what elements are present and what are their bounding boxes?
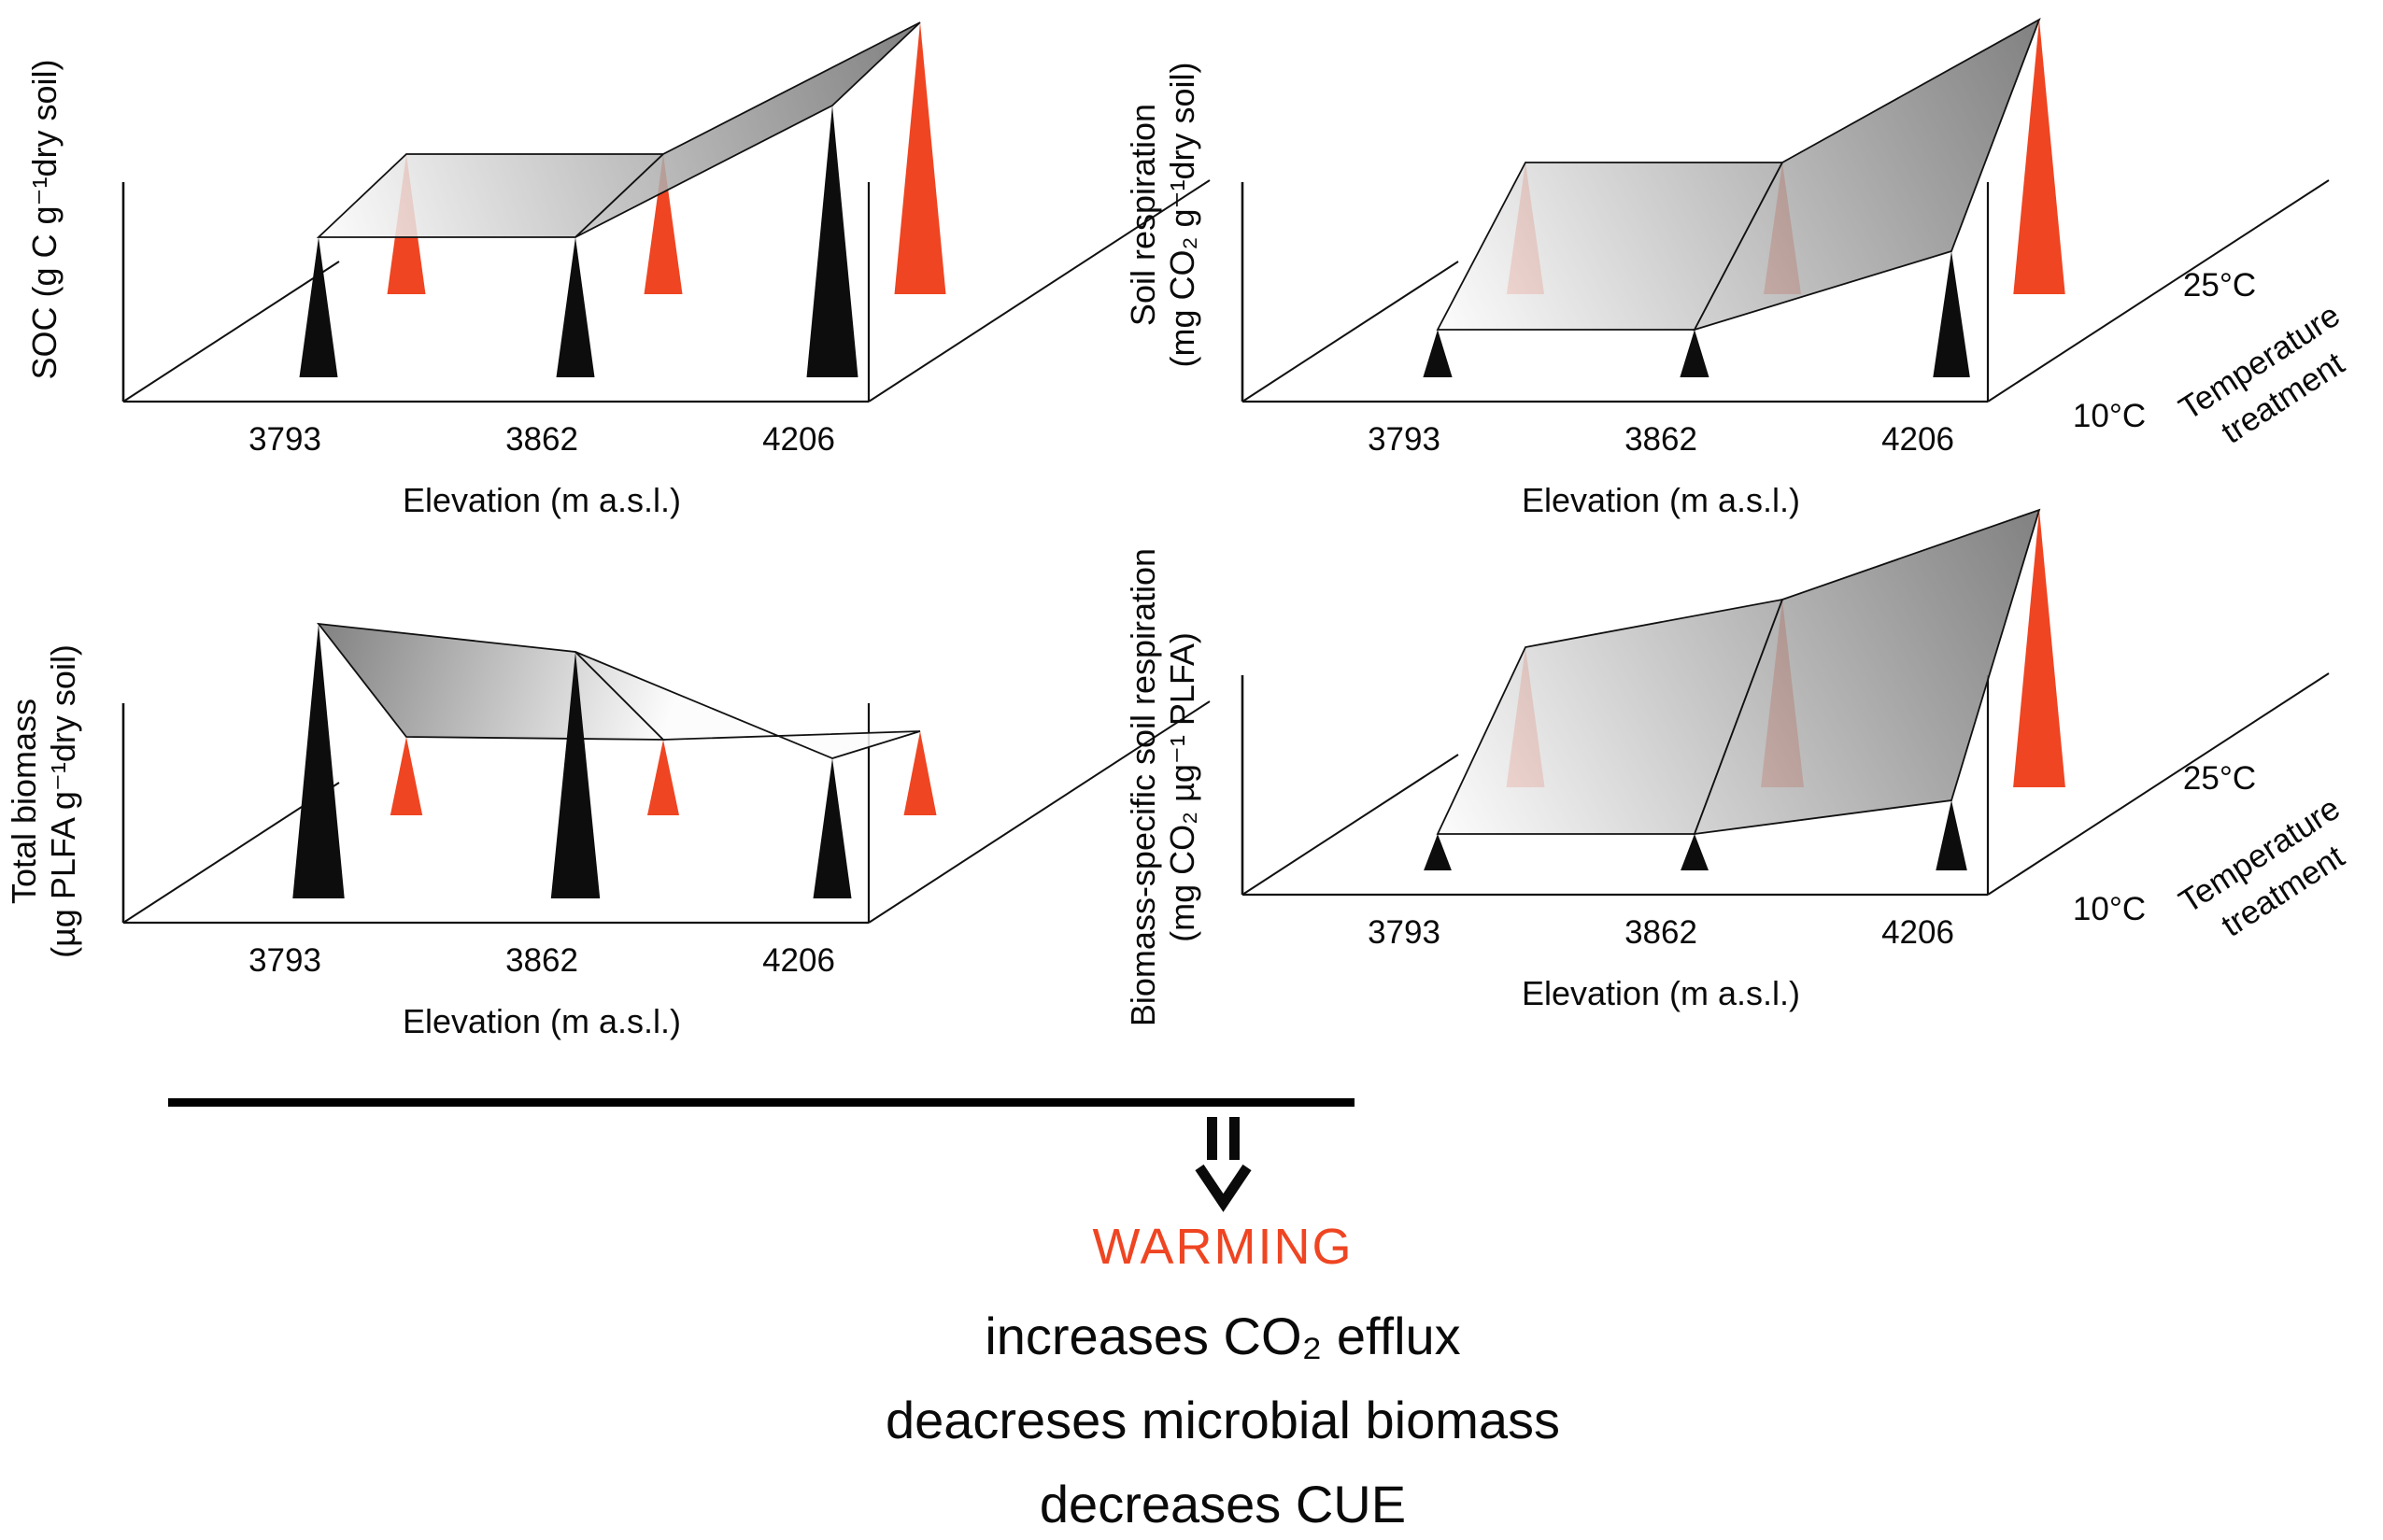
footer-line-3: decreases CUE bbox=[1039, 1475, 1407, 1533]
x-tick-3862: 3862 bbox=[505, 942, 578, 979]
panel-total-biomass: 3793 3862 4206 Elevation (m a.s.l.) Total bi… bbox=[5, 622, 1211, 1040]
surface-segment-1 bbox=[316, 153, 666, 238]
y-axis-label-line-2: (mg CO₂ g⁻¹dry soil) bbox=[1163, 62, 1201, 367]
floor-left-diagonal bbox=[1241, 754, 1459, 896]
double-arrow-down-icon bbox=[1195, 1117, 1252, 1212]
footer-line-1: increases CO₂ efflux bbox=[985, 1307, 1461, 1365]
arrow-v-stroke bbox=[1195, 1164, 1252, 1212]
warming-label: WARMING bbox=[1092, 1219, 1354, 1275]
floor-left-diagonal bbox=[1241, 261, 1459, 403]
cone-10c-4206 bbox=[813, 758, 852, 898]
x-tick-3862: 3862 bbox=[505, 421, 578, 458]
divider-line bbox=[168, 1098, 1355, 1107]
cone-10c-3793 bbox=[292, 624, 345, 898]
cone-10c-4206 bbox=[1936, 800, 1967, 870]
cone-10c-3793 bbox=[1424, 834, 1452, 870]
cone-25c-4206 bbox=[894, 22, 946, 294]
x-tick-3793: 3793 bbox=[1368, 914, 1440, 951]
x-axis-label: Elevation (m a.s.l.) bbox=[403, 481, 681, 519]
cone-10c-3793 bbox=[1423, 330, 1453, 377]
x-tick-3793: 3793 bbox=[248, 421, 321, 458]
cone-10c-4206 bbox=[806, 106, 858, 377]
arrow-bar-right bbox=[1229, 1117, 1240, 1160]
temp-tick-25c: 25°C bbox=[2183, 760, 2256, 797]
cone-25c-4206 bbox=[2013, 510, 2065, 787]
temp-tick-10c: 10°C bbox=[2073, 398, 2146, 434]
temperature-axis-line bbox=[1987, 179, 2330, 403]
temp-tick-25c: 25°C bbox=[2183, 267, 2256, 304]
x-tick-4206: 4206 bbox=[1881, 914, 1954, 951]
temperature-axis-line bbox=[1987, 672, 2330, 896]
temperature-axis-line bbox=[868, 179, 1211, 403]
x-axis-label: Elevation (m a.s.l.) bbox=[1522, 481, 1800, 519]
cone-25c-4206 bbox=[2013, 20, 2065, 294]
x-tick-4206: 4206 bbox=[762, 942, 835, 979]
cone-25c-3793 bbox=[390, 737, 423, 815]
cone-10c-3862 bbox=[1681, 834, 1709, 870]
cone-10c-3862 bbox=[556, 237, 595, 377]
temp-tick-10c: 10°C bbox=[2073, 891, 2146, 927]
y-axis-label-line-2: (mg CO₂ µg⁻¹ PLFA) bbox=[1163, 632, 1201, 942]
cone-10c-3862 bbox=[550, 652, 601, 898]
cone-10c-3862 bbox=[1680, 330, 1709, 377]
panel-soil-respiration: 3793 3862 4206 Elevation (m a.s.l.) Soil res… bbox=[1124, 18, 2351, 519]
x-axis-label: Elevation (m a.s.l.) bbox=[403, 1002, 681, 1040]
y-axis-label-line-1: Total biomass bbox=[5, 699, 43, 904]
x-tick-3793: 3793 bbox=[248, 942, 321, 979]
cone-10c-4206 bbox=[1933, 251, 1970, 377]
x-tick-3793: 3793 bbox=[1368, 421, 1440, 458]
cone-25c-3862 bbox=[644, 154, 683, 294]
x-tick-3862: 3862 bbox=[1624, 914, 1697, 951]
panel-biomass-specific-respiration: 3793 3862 4206 Elevation (m a.s.l.) Biomass-… bbox=[1124, 508, 2351, 1026]
temperature-axis-line bbox=[868, 700, 1211, 924]
footer-line-2: deacreses microbial biomass bbox=[885, 1391, 1561, 1449]
panel-soc: 3793 3862 4206 Elevation (m a.s.l.) SOC (g C… bbox=[25, 21, 1211, 519]
x-tick-3862: 3862 bbox=[1624, 421, 1697, 458]
x-axis-label: Elevation (m a.s.l.) bbox=[1522, 974, 1800, 1012]
cone-25c-3862 bbox=[647, 740, 679, 815]
y-axis-label-line-1: SOC (g C g⁻¹dry soil) bbox=[25, 59, 64, 379]
cone-10c-3793 bbox=[299, 237, 338, 377]
cone-25c-4206 bbox=[903, 731, 937, 815]
y-axis-label-line-1: Soil respiration bbox=[1124, 104, 1162, 326]
floor-left-diagonal bbox=[122, 261, 340, 403]
x-tick-4206: 4206 bbox=[1881, 421, 1954, 458]
arrow-bar-left bbox=[1207, 1117, 1217, 1160]
x-tick-4206: 4206 bbox=[762, 421, 835, 458]
y-axis-label-line-2: (µg PLFA g⁻¹dry soil) bbox=[44, 644, 82, 958]
y-axis-label-line-1: Biomass-specific soil respiration bbox=[1124, 548, 1162, 1026]
